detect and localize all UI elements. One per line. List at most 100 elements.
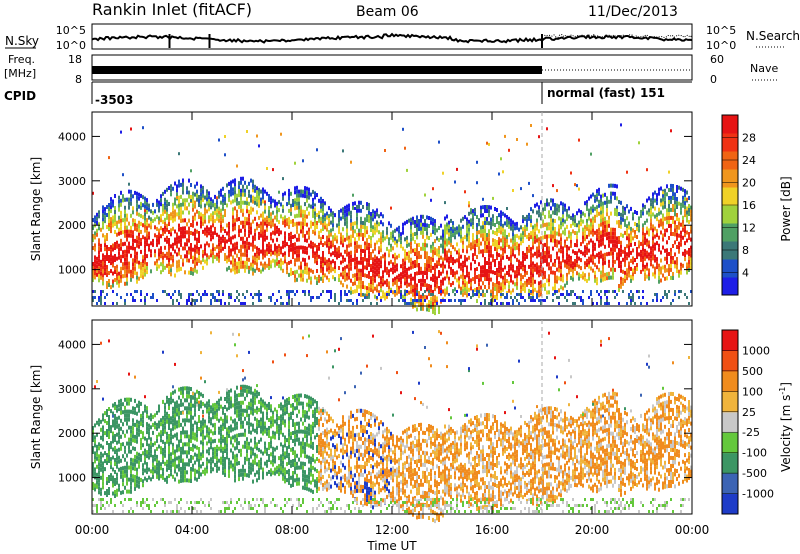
rti-cell <box>142 498 144 501</box>
rti-cell <box>220 208 222 213</box>
rti-cell <box>222 226 224 231</box>
rti-cell <box>108 223 110 227</box>
rti-cell <box>330 290 332 293</box>
rti-cell <box>96 484 98 489</box>
rti-cell <box>410 241 412 246</box>
rti-cell <box>522 296 524 299</box>
rti-cell <box>102 290 104 293</box>
rti-cell <box>300 189 302 194</box>
rti-cell <box>206 253 208 258</box>
rti-cell <box>354 249 356 254</box>
rti-cell <box>522 255 524 260</box>
rti-cell <box>388 249 390 254</box>
rti-cell <box>668 196 670 200</box>
rti-cell <box>430 284 432 289</box>
rti-cell <box>190 302 192 305</box>
rti-cell <box>592 240 594 245</box>
rti-cell <box>226 231 228 236</box>
rti-cell <box>230 180 232 185</box>
rti-cell <box>410 233 412 238</box>
rti-cell <box>602 257 604 262</box>
rti-cell <box>92 266 94 270</box>
rti-cell <box>462 280 464 285</box>
rti-cell <box>218 246 220 251</box>
rti-cell <box>128 241 130 246</box>
rti-cell <box>268 246 270 250</box>
rti-cell <box>130 473 132 478</box>
rti-cell <box>138 192 140 197</box>
rti-cell <box>398 225 400 230</box>
rti-cell <box>100 498 102 501</box>
rti-cell <box>114 462 116 466</box>
rti-cell <box>430 264 432 269</box>
rti-cell <box>410 277 412 282</box>
rti-cell <box>500 290 502 295</box>
rti-cell <box>98 454 100 459</box>
rti-cell <box>456 226 458 231</box>
rti-cell <box>500 226 502 231</box>
rti-cell <box>104 255 106 260</box>
rti-cell <box>424 283 426 287</box>
rti-cell <box>438 286 440 290</box>
rti-cell <box>662 221 664 226</box>
rti-cell <box>620 232 622 237</box>
rti-cell <box>484 273 486 277</box>
rti-cell <box>634 210 636 214</box>
rti-cell <box>358 272 360 277</box>
rti-cell <box>210 293 212 296</box>
rti-cell <box>132 238 134 243</box>
rti-cell <box>606 252 608 257</box>
rti-cell <box>122 230 124 235</box>
rti-cell <box>382 238 384 243</box>
rti-cell <box>486 217 488 221</box>
rti-cell <box>558 228 560 233</box>
rti-cell <box>578 228 580 233</box>
rti-cell <box>240 176 242 181</box>
rti-cell <box>214 202 216 207</box>
rti-cell <box>94 443 96 448</box>
rti-cell <box>456 278 458 283</box>
rti-cell <box>122 173 124 177</box>
rti-cell <box>102 461 104 466</box>
rti-cell <box>120 258 122 263</box>
rti-cell <box>458 299 460 302</box>
rti-cell <box>234 190 236 195</box>
rti-cell <box>362 281 364 285</box>
rti-cell <box>414 252 416 256</box>
rti-cell <box>666 248 668 253</box>
rti-cell <box>164 225 166 230</box>
rti-cell <box>442 281 444 286</box>
rti-cell <box>476 243 478 247</box>
rti-cell <box>546 250 548 255</box>
rti-cell <box>502 255 504 260</box>
rti-cell <box>112 302 114 305</box>
rti-cell <box>424 271 426 275</box>
rti-cell <box>478 222 480 227</box>
rti-cell <box>390 290 392 293</box>
rti-cell <box>490 302 492 305</box>
rti-cell <box>492 238 494 243</box>
rti-cell <box>536 202 538 207</box>
rti-cell <box>602 209 604 214</box>
rti-cell <box>182 262 184 267</box>
rti-cell <box>674 293 676 296</box>
rti-cell <box>534 235 536 240</box>
rti-cell <box>146 202 148 207</box>
rti-cell <box>546 202 548 207</box>
rti-cell <box>688 236 690 240</box>
rti-cell <box>418 295 420 299</box>
rti-cell <box>116 244 118 249</box>
rti-cell <box>646 218 648 223</box>
rti-cell <box>670 302 672 305</box>
rti-cell <box>352 281 354 286</box>
rti-cell <box>644 256 646 261</box>
rti-cell <box>222 214 224 219</box>
rti-cell <box>644 240 646 245</box>
rti-cell <box>96 480 98 485</box>
rti-cell <box>582 302 584 305</box>
rti-cell <box>276 245 278 250</box>
rti-cell <box>188 246 190 251</box>
rti-cell <box>676 205 678 209</box>
rti-cell <box>434 283 436 288</box>
rti-cell <box>586 258 588 263</box>
